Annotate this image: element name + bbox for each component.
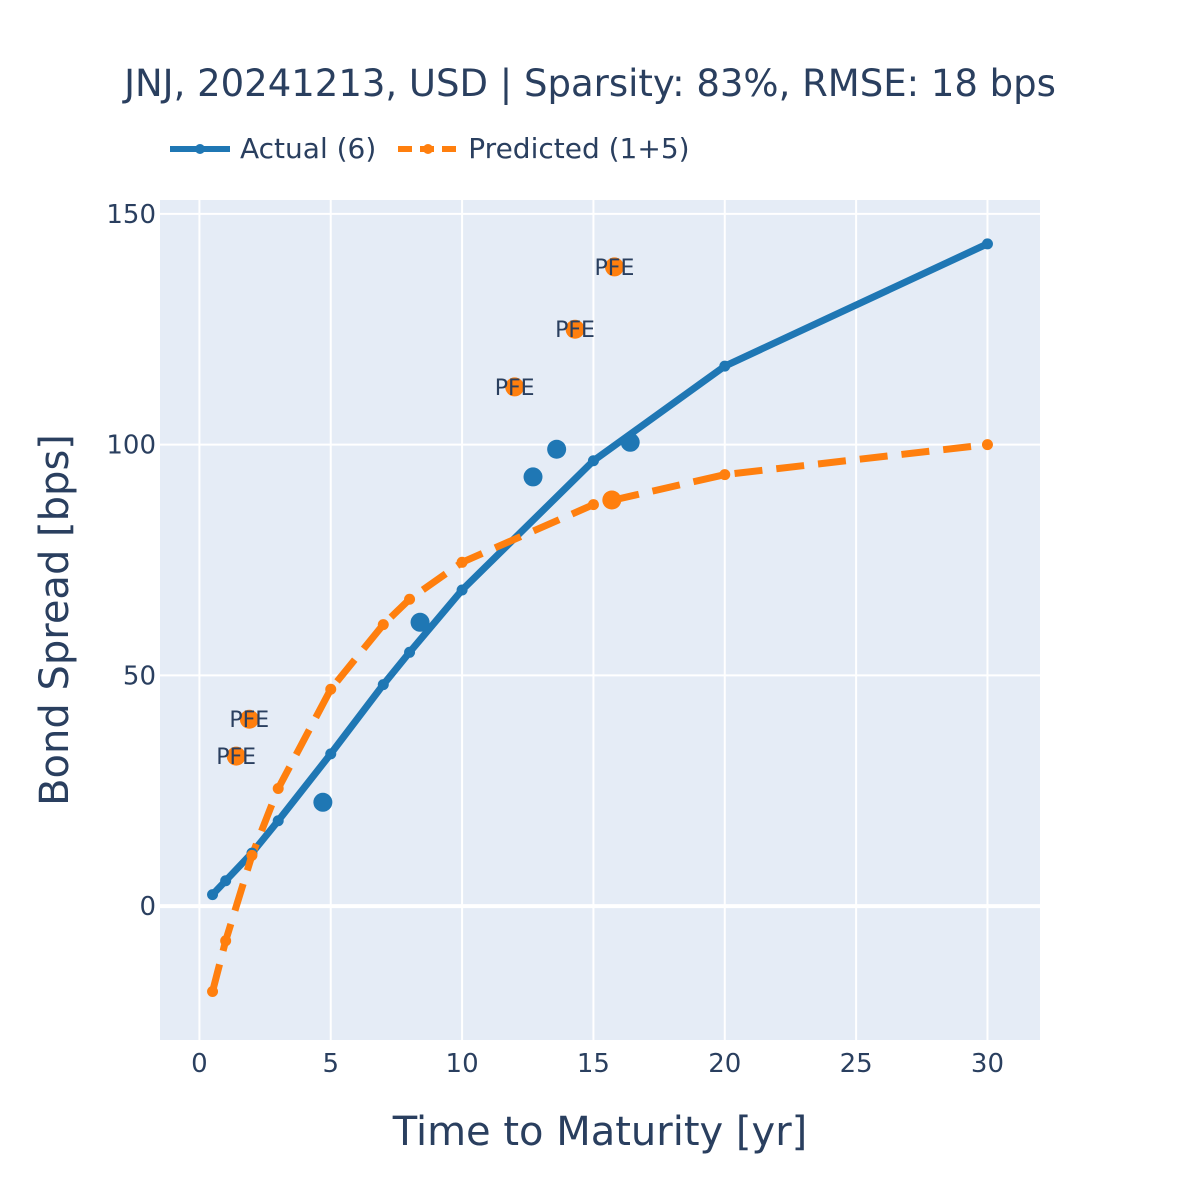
y-axis-title: Bond Spread [bps] [32,434,78,806]
actual-bond-point [410,612,430,632]
x-tick-label: 25 [840,1049,873,1079]
x-axis-title: Time to Maturity [yr] [392,1109,808,1155]
legend: Actual (6) Predicted (1+5) [170,132,712,165]
peer-point-label: PFE [595,256,635,281]
x-tick-label: 0 [191,1049,208,1079]
x-tick-label: 10 [446,1049,479,1079]
actual-bond-point [620,432,640,452]
y-tick-label: 50 [123,661,156,691]
y-tick-label: 100 [106,431,156,461]
predicted-curve-point [377,619,389,631]
actual-curve-point [719,360,731,372]
data-markers [207,238,993,998]
actual-bond-point [547,439,567,459]
actual-curve-point [325,748,337,760]
x-tick-label: 20 [708,1049,741,1079]
x-tick-label: 15 [577,1049,610,1079]
peer-point-label: PFE [216,745,256,770]
grid-lines [160,200,1040,1040]
actual-bond-point [523,467,543,487]
legend-actual-swatch [170,143,230,154]
predicted-curve-point [981,439,993,451]
peer-bond-point [226,746,246,766]
actual-curve-point [981,238,993,250]
predicted-curve-point [404,593,416,605]
legend-label-actual: Actual (6) [240,132,377,165]
annotation-labels: PFE PFE PFE PFE PFE [216,256,634,770]
actual-curve-point [220,875,232,887]
x-tick-label: 5 [322,1049,339,1079]
actual-curve-point [404,646,416,658]
peer-point-label: PFE [555,318,595,343]
axis-ticks: 0 5 10 15 20 25 30 0 50 100 150 [106,200,1004,1079]
peer-bond-point [239,709,259,729]
actual-curve-point [207,889,219,901]
y-tick-label: 0 [139,892,156,922]
actual-bond-point [313,792,333,812]
actual-curve-point [272,815,284,827]
actual-curve-point [587,455,599,467]
predicted-curve-point [220,935,232,947]
peer-point-label: PFE [495,376,535,401]
predicted-curve-point [587,499,599,511]
legend-label-predicted: Predicted (1+5) [468,132,690,165]
chart-title: JNJ, 20241213, USD | Sparsity: 83%, RMSE… [124,62,1056,105]
predicted-curve-point [325,683,337,695]
peer-bond-point [505,377,525,397]
actual-curve-point [456,584,468,596]
peer-bond-point [604,257,624,277]
plot-area [160,200,1040,1040]
legend-predicted-swatch [398,143,459,154]
predicted-curve-point [719,469,731,481]
legend-item-predicted[interactable]: Predicted (1+5) [398,132,690,165]
predicted-curve-point [456,556,468,568]
predicted-curve-point [246,849,258,861]
peer-bond-point [565,319,585,339]
series-line-predicted [209,441,988,993]
x-tick-label: 30 [971,1049,1004,1079]
predicted-curve-point [272,782,284,794]
predicted-bond-point [602,490,622,510]
actual-curve-point [377,679,389,691]
y-tick-label: 150 [106,200,156,230]
peer-point-label: PFE [229,708,269,733]
predicted-curve-point [207,986,219,998]
legend-item-actual[interactable]: Actual (6) [170,132,376,165]
